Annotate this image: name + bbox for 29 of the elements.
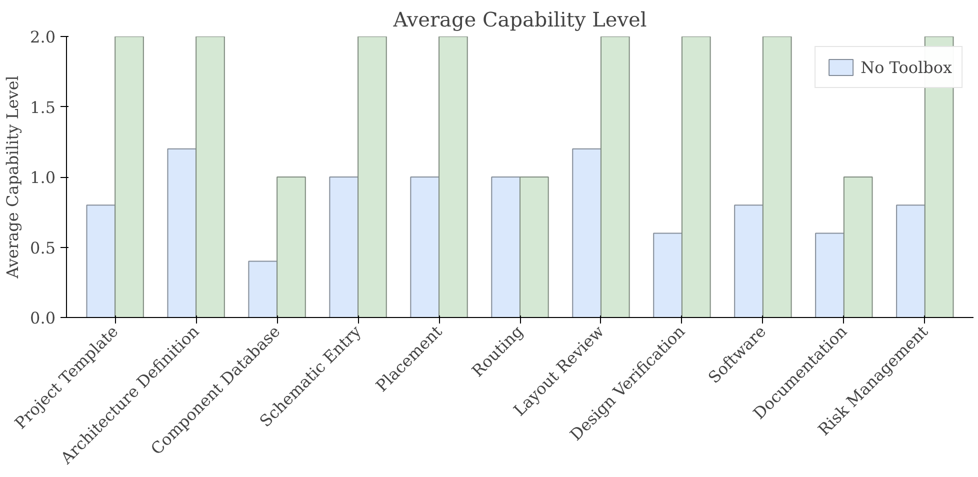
bar xyxy=(896,204,926,318)
bar xyxy=(114,36,144,318)
bar xyxy=(196,36,225,318)
y-tick-label: 1.0 xyxy=(30,168,56,187)
bar xyxy=(410,176,440,318)
bar xyxy=(653,232,682,318)
chart-title: Average Capability Level xyxy=(392,8,647,32)
bar xyxy=(762,36,792,318)
bar xyxy=(329,176,359,318)
bar xyxy=(86,204,116,318)
bar xyxy=(815,232,844,318)
y-tick-label: 2.0 xyxy=(30,28,56,46)
bar xyxy=(734,204,764,318)
y-axis-title: Average Capability Level xyxy=(3,76,22,280)
bar xyxy=(520,176,549,318)
legend-label: No Toolbox xyxy=(860,58,952,76)
bar xyxy=(167,148,197,318)
bar xyxy=(681,36,711,318)
bar xyxy=(600,36,630,318)
bar xyxy=(438,36,468,318)
bar xyxy=(491,176,520,318)
y-tick-label: 0.0 xyxy=(30,308,56,328)
bar xyxy=(248,260,278,318)
y-tick-label: 1.5 xyxy=(30,98,56,117)
y-tick-label: 0.5 xyxy=(30,238,56,258)
bar xyxy=(358,36,387,318)
bar xyxy=(572,148,602,318)
bar xyxy=(276,176,306,318)
bar xyxy=(843,176,873,318)
